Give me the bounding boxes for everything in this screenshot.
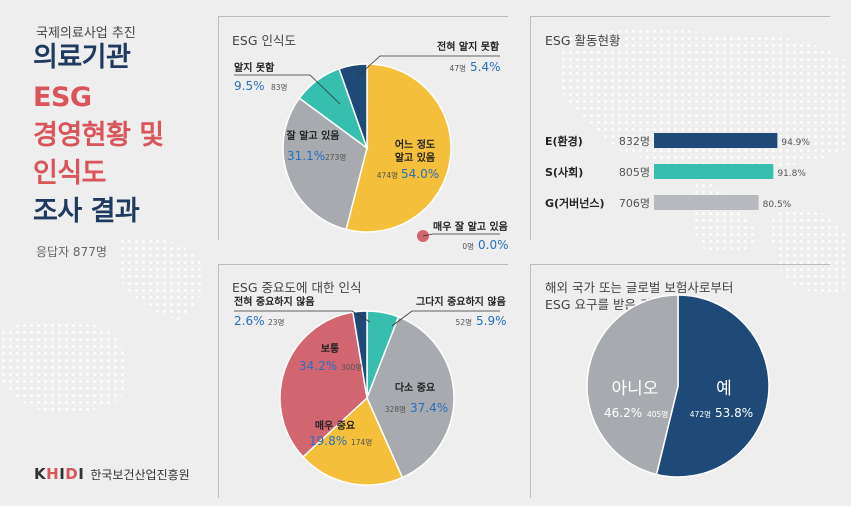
demand-count-1: 405명 — [647, 409, 668, 419]
awareness-pie-slice-0 — [345, 63, 452, 233]
activity-value-0: 94.9% — [781, 138, 810, 148]
activity-bar-0 — [654, 133, 778, 148]
importance-pct-1: 37.4% — [410, 401, 448, 415]
importance-count-3: 300명 — [341, 362, 362, 372]
importance-leader-0 — [391, 310, 500, 327]
kicker-text: 국제의료사업 추진 — [36, 26, 136, 41]
activity-bar-1 — [654, 164, 774, 179]
awareness-pie-slice-3 — [338, 63, 368, 149]
main-title-line-5: 조사 결과 — [33, 196, 140, 227]
awareness-label-0b: 알고 있음 — [395, 151, 435, 164]
khidi-logo: KHIDI — [34, 465, 85, 483]
demand-count-0: 472명 — [690, 409, 711, 419]
awareness-count-1: 273명 — [325, 152, 346, 162]
activity-value-2: 80.5% — [763, 200, 792, 210]
panel-3-top-rule — [218, 264, 508, 265]
main-title-line-2: ESG — [33, 82, 92, 113]
importance-count-2: 174명 — [351, 437, 372, 447]
awareness-pct-0: 54.0% — [401, 167, 439, 181]
importance-label-1: 다소 중요 — [395, 381, 435, 394]
awareness-count-0: 474명 — [377, 170, 398, 180]
demand-pie-slice-1 — [586, 294, 679, 476]
importance-count-1: 328명 — [385, 404, 406, 414]
demand-label-0: 예 — [716, 379, 732, 399]
panel-1-left-rule — [218, 16, 219, 240]
panel-4-top-rule — [530, 264, 830, 265]
awareness-count-2: 83명 — [271, 82, 287, 92]
awareness-leader-2 — [234, 74, 341, 105]
activity-count-2: 706명 — [619, 197, 650, 210]
activity-count-0: 832명 — [619, 135, 650, 148]
activity-value-1: 91.8% — [777, 169, 806, 179]
importance-leader-4 — [234, 310, 371, 323]
importance-pct-4: 2.6% — [234, 314, 265, 328]
activity-count-1: 805명 — [619, 166, 650, 179]
awareness-label-2: 알지 못함 — [234, 61, 275, 74]
panel-3-left-rule — [218, 264, 219, 498]
panel-2-top-rule — [530, 16, 830, 17]
importance-pct-3: 34.2% — [299, 359, 337, 373]
awareness-count-3: 47명 — [450, 63, 466, 73]
awareness-pct-1: 31.1% — [287, 149, 325, 163]
importance-count-0: 52명 — [456, 317, 472, 327]
awareness-pct-4: 0.0% — [478, 238, 509, 252]
main-title-line-1: 의료기관 — [33, 42, 131, 73]
chart-1-title: ESG 인식도 — [232, 33, 296, 48]
importance-pie-slice-4 — [351, 310, 368, 399]
demand-pct-0: 53.8% — [715, 406, 753, 420]
importance-pct-0: 5.9% — [476, 314, 507, 328]
importance-pie-slice-3 — [279, 311, 368, 458]
awareness-count-4: 0명 — [462, 241, 474, 251]
panel-1-top-rule — [218, 16, 508, 17]
awareness-pct-3: 5.4% — [470, 60, 501, 74]
panel-4-left-rule — [530, 264, 531, 498]
awareness-label-4: 매우 잘 알고 있음 — [433, 220, 508, 233]
activity-category-2: G(거버넌스) — [545, 196, 605, 210]
importance-label-2: 매우 중요 — [315, 419, 355, 432]
importance-label-3: 보통 — [321, 343, 339, 355]
importance-pie-slice-1 — [366, 315, 455, 479]
org-name: 한국보건산업진흥원 — [90, 467, 190, 482]
activity-bar-2 — [654, 195, 759, 210]
awareness-leader-4 — [422, 233, 500, 237]
importance-pct-2: 19.8% — [309, 434, 347, 448]
awareness-label-3: 전혀 알지 못함 — [437, 40, 500, 53]
chart-2-title: ESG 활동현황 — [545, 33, 621, 48]
awareness-leader-3 — [357, 55, 500, 77]
chart-4-title-line-1: 해외 국가 또는 글로벌 보험사로부터 — [545, 280, 734, 295]
awareness-label-0a: 어느 정도 — [395, 138, 435, 151]
main-title-line-4: 인식도 — [33, 158, 107, 189]
respondents-count: 응답자 877명 — [36, 245, 107, 259]
importance-pie-slice-2 — [301, 396, 404, 486]
activity-category-0: E(환경) — [545, 134, 583, 148]
awareness-pie-slice-1 — [282, 97, 368, 231]
activity-category-1: S(사회) — [545, 165, 583, 179]
demand-pie-slice-0 — [655, 294, 770, 478]
importance-label-4: 전혀 중요하지 않음 — [234, 295, 315, 308]
importance-count-4: 23명 — [268, 317, 284, 327]
demand-label-1: 아니오 — [612, 379, 659, 399]
demand-pct-1: 46.2% — [604, 406, 642, 420]
importance-label-0: 그다지 중요하지 않음 — [416, 295, 506, 308]
main-title-line-3: 경영현황 및 — [33, 120, 164, 151]
footer: KHIDI 한국보건산업진흥원 — [34, 465, 190, 483]
chart-3-title: ESG 중요도에 대한 인식 — [232, 280, 362, 295]
awareness-pct-2: 9.5% — [234, 79, 265, 93]
awareness-label-1: 잘 알고 있음 — [287, 129, 340, 142]
panel-2-left-rule — [530, 16, 531, 240]
